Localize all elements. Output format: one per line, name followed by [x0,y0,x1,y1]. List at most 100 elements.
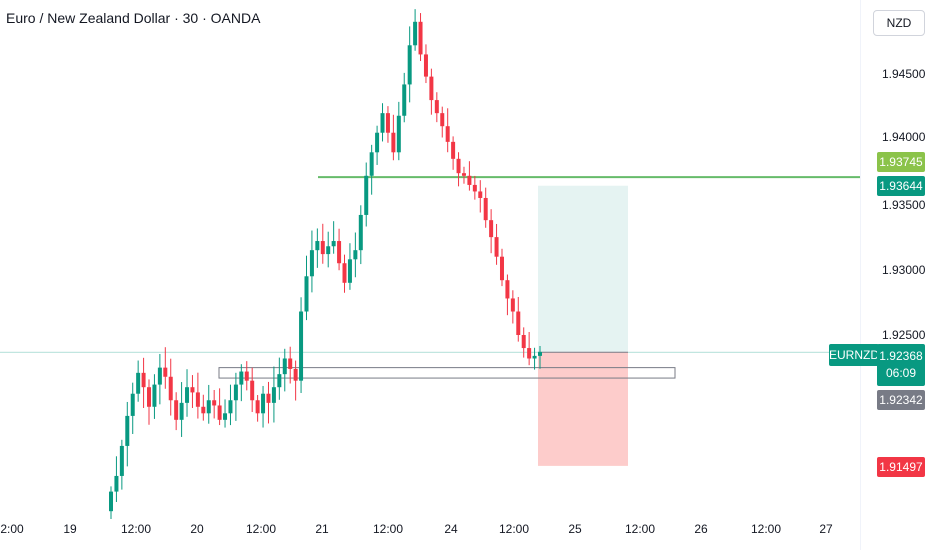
candle-body [369,152,374,176]
candle-body [119,445,124,476]
candle-body [461,173,466,176]
candle-body [494,237,499,257]
stop-zone [538,352,628,466]
candle-body [244,371,249,381]
x-tick-label: 2:00 [0,522,24,536]
candle-body [521,335,526,349]
candle-body [364,175,369,215]
candle-body [190,387,195,393]
position-price-label: 1.92342 [877,390,925,410]
candle-body [250,380,255,401]
x-tick-label: 12:00 [498,522,530,536]
candle-body [407,45,412,85]
candle-body [152,384,157,407]
candle-body [391,132,396,153]
candle-body [423,54,428,77]
x-tick-label: 12:00 [372,522,404,536]
candle-body [217,405,222,420]
x-tick-label: 12:00 [245,522,277,536]
candle-body [271,387,276,403]
candle-body [288,358,293,369]
x-tick-label: 25 [568,522,582,536]
candle-body [440,113,445,127]
y-tick-label: 1.93000 [882,263,926,277]
candle-body [445,126,450,142]
x-tick-label: 20 [190,522,204,536]
candle-body [179,402,184,420]
x-tick-label: 12:00 [624,522,656,536]
candle-body [472,184,477,192]
candle-body [315,241,320,251]
candle-body [538,351,542,356]
target-price-label: 1.93745 [877,152,925,172]
candle-body [385,113,390,133]
stop-price-label: 1.91497 [877,457,925,477]
candle-body [499,256,504,281]
candle-body [510,298,515,312]
candle-body [516,311,521,335]
candle-body [347,259,352,283]
candle-body [326,246,331,255]
candle-body [174,400,179,420]
support-zone [218,367,676,379]
target-zone [538,185,628,353]
candle-body [483,197,488,221]
candle-body [239,371,244,385]
candle-body [195,392,200,407]
candle-body [527,348,532,359]
entry-price-label: 1.93644 [877,176,925,196]
price-axis-separator [860,0,861,550]
x-tick-label: 24 [444,522,458,536]
candle-body [342,263,347,283]
candle-body [157,367,162,385]
candle-body [353,250,358,260]
candle-body [505,280,510,299]
x-tick-label: 12:00 [750,522,782,536]
candle-body [212,400,217,406]
candle-body [255,400,260,414]
candle-body [434,100,439,114]
candle-body [451,141,456,159]
candle-body [429,76,434,101]
candle-body [396,115,401,153]
candle-body [130,393,135,416]
candle-body [125,415,130,446]
candle-body [418,21,423,55]
last-price-badge: 1.92368 06:09 [877,344,925,386]
y-tick-label: 1.94500 [882,67,926,81]
bar-countdown: 06:09 [885,366,917,380]
y-tick-label: 1.92500 [882,328,926,342]
y-tick-label: 1.94000 [882,130,926,144]
symbol-badge: EURNZD [829,344,879,366]
candle-body [206,400,211,414]
candle-body [266,393,271,403]
candle-body [114,475,119,492]
candle-body [282,358,287,375]
candle-body [277,374,282,388]
candle-body [168,376,173,401]
candle-body [467,175,472,185]
candle-body [109,491,113,512]
candle-body [293,368,298,381]
x-tick-label: 19 [63,522,77,536]
candle-body [375,132,380,153]
candle-body [136,372,141,394]
candle-body [309,250,314,277]
candle-body [223,413,228,420]
candle-body [413,21,418,46]
x-tick-label: 21 [315,522,329,536]
y-tick-label: 1.93500 [882,198,926,212]
candle-body [337,241,342,264]
candle-body [233,384,238,401]
currency-button[interactable]: NZD [873,10,925,36]
candle-body [201,406,206,414]
candle-body [402,84,407,116]
candle-body [228,400,233,414]
candle-body [331,241,336,247]
candle-body [147,387,152,407]
candle-body [299,311,304,381]
candle-body [141,372,146,388]
candle-body [320,241,325,255]
